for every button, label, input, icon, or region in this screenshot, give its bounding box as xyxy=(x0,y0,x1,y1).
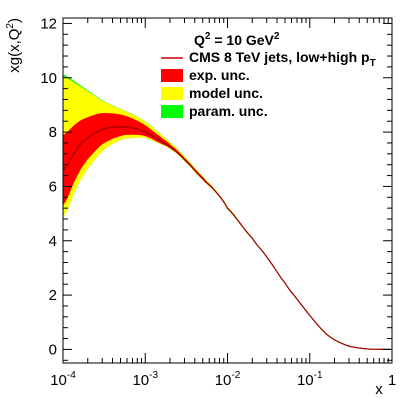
q2-rest: = 10 GeV xyxy=(210,32,274,48)
legend-label-text: CMS 8 TeV jets, low+high p xyxy=(189,49,370,65)
q2-annotation: Q2 = 10 GeV2 xyxy=(194,31,280,48)
y-axis-title-sup: 2 xyxy=(5,23,16,29)
central-line xyxy=(62,126,393,350)
y-tick-label: 0 xyxy=(49,341,57,358)
band-model-unc xyxy=(63,76,392,350)
central-line-shadow xyxy=(62,126,393,350)
y-axis-title-end: ) xyxy=(6,18,23,23)
y-tick-label: 6 xyxy=(49,178,57,195)
x-tick-base: 10 xyxy=(50,372,67,389)
x-tick-label: 1 xyxy=(388,372,396,389)
y-tick-label: 2 xyxy=(49,287,57,304)
legend-label: model unc. xyxy=(189,85,263,101)
x-tick-label: 10-3 xyxy=(132,370,158,389)
legend-box-swatch xyxy=(161,69,183,82)
legend-label-text: model unc. xyxy=(189,85,263,101)
x-tick-base: 1 xyxy=(388,372,396,389)
y-axis-title: xg(x,Q2) xyxy=(5,18,23,73)
x-tick-label: 10-4 xyxy=(50,370,76,389)
x-tick-label: 10-2 xyxy=(215,370,241,389)
x-tick-exponent: -2 xyxy=(231,370,240,381)
y-axis-title-base: xg(x,Q xyxy=(6,29,23,73)
x-axis-title: x xyxy=(375,381,383,398)
band-exp-unc xyxy=(63,112,392,350)
y-tick-label: 10 xyxy=(40,70,57,87)
x-tick-exponent: -1 xyxy=(314,370,323,381)
legend-label-text: param. unc. xyxy=(189,103,268,119)
legend-box-swatch xyxy=(161,87,183,100)
q2-base: Q xyxy=(194,32,205,48)
q2-sup2: 2 xyxy=(274,31,280,42)
legend-label: param. unc. xyxy=(189,103,268,119)
legend-label: exp. unc. xyxy=(189,67,250,83)
legend-label-subscript: T xyxy=(370,58,376,69)
legend-label: CMS 8 TeV jets, low+high pT xyxy=(189,49,376,69)
x-tick-exponent: -4 xyxy=(67,370,76,381)
y-tick-label: 8 xyxy=(49,124,57,141)
legend-box-swatch xyxy=(161,105,183,118)
x-tick-label: 10-1 xyxy=(297,370,323,389)
x-tick-base: 10 xyxy=(215,372,232,389)
y-tick-label: 4 xyxy=(49,233,57,250)
x-tick-base: 10 xyxy=(132,372,149,389)
x-tick-exponent: -3 xyxy=(149,370,158,381)
x-tick-base: 10 xyxy=(297,372,314,389)
legend-label-text: exp. unc. xyxy=(189,67,250,83)
q2-sup: 2 xyxy=(205,31,211,42)
y-tick-label: 12 xyxy=(40,15,57,32)
